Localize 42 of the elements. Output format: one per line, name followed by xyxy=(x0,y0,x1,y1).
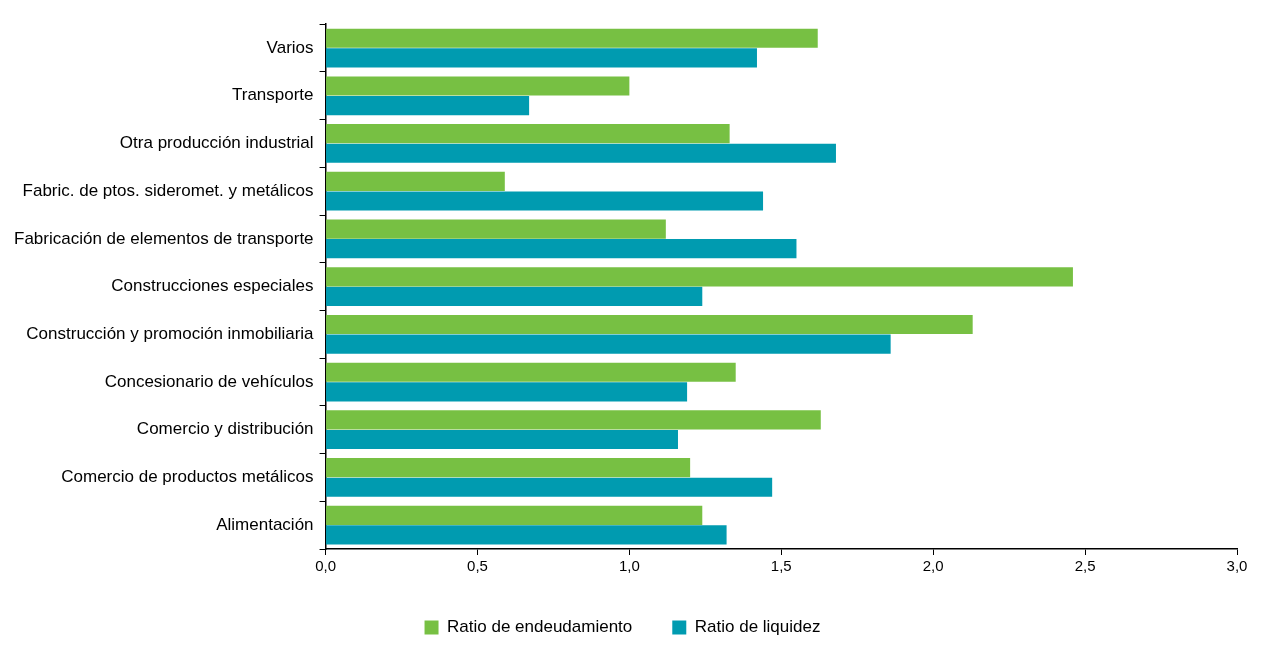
legend-label: Ratio de endeudamiento xyxy=(447,617,633,637)
bar xyxy=(326,143,836,163)
bar xyxy=(326,171,505,191)
y-tick-label: Fabric. de ptos. sideromet. y metálicos xyxy=(22,180,314,200)
legend-label: Ratio de liquidez xyxy=(694,617,821,637)
y-tick-label: Concesionario de vehículos xyxy=(104,371,314,391)
y-tick-label: Otra producción industrial xyxy=(119,133,314,153)
x-tick-label: 0,5 xyxy=(467,557,488,575)
bar xyxy=(326,429,678,450)
bar xyxy=(326,334,891,354)
bar xyxy=(326,28,818,48)
y-tick-label: Comercio y distribución xyxy=(136,419,314,439)
bar xyxy=(326,458,691,478)
bar xyxy=(326,191,764,211)
bar xyxy=(326,95,530,116)
y-tick-label: Construcción y promoción inmobiliaria xyxy=(26,324,315,343)
bar xyxy=(326,314,973,335)
x-tick-label: 2,5 xyxy=(1074,557,1096,575)
x-tick-label: 1,0 xyxy=(618,557,640,575)
bar xyxy=(326,382,688,402)
bar xyxy=(326,362,736,382)
x-tick-label: 3,0 xyxy=(1226,557,1248,575)
bar xyxy=(326,267,1073,287)
x-tick-label: 0,0 xyxy=(315,557,336,575)
bar xyxy=(326,477,773,497)
bar xyxy=(326,410,821,430)
y-tick-label: Fabricación de elementos de transporte xyxy=(14,228,314,248)
bar xyxy=(326,525,727,545)
y-tick-label: Construcciones especiales xyxy=(111,276,314,296)
bar xyxy=(326,219,666,239)
bar xyxy=(326,124,730,144)
y-tick-label: Transporte xyxy=(231,85,314,105)
y-tick-label: Varios xyxy=(266,37,314,57)
x-tick-label: 1,5 xyxy=(770,557,792,575)
bar xyxy=(326,286,703,306)
y-tick-label: Comercio de productos metálicos xyxy=(61,467,314,487)
bar xyxy=(326,239,797,259)
bar xyxy=(326,505,703,525)
y-tick-label: Alimentación xyxy=(216,514,314,534)
x-tick-label: 2,0 xyxy=(922,557,944,575)
bar xyxy=(326,76,630,96)
bar xyxy=(326,48,757,68)
